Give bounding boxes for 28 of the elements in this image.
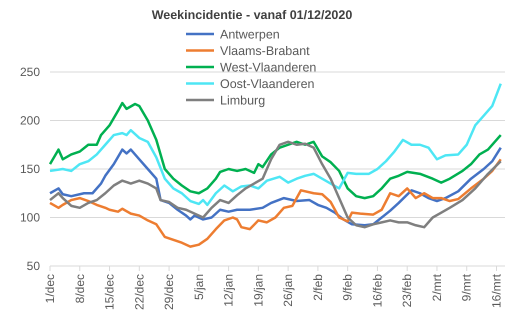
y-tick-label: 50 — [26, 259, 40, 273]
x-tick-label: 22/dec — [132, 274, 146, 310]
x-tick-label: 8/dec — [72, 274, 87, 304]
y-tick-label: 200 — [20, 114, 40, 128]
x-tick-label: 16/feb — [370, 274, 384, 308]
x-tick-label: 5/jan — [192, 274, 206, 300]
legend-label: Vlaams-Brabant — [220, 44, 310, 58]
x-tick-label: 2/mrt — [430, 273, 444, 302]
x-tick-label: 16/mrt — [489, 273, 504, 308]
legend-label: Limburg — [220, 94, 266, 108]
x-tick-label: 29/dec — [162, 274, 176, 310]
y-tick-label: 250 — [20, 65, 40, 79]
legend-label: Antwerpen — [220, 28, 280, 42]
x-tick-label: 15/dec — [102, 274, 117, 310]
x-tick-label: 26/jan — [281, 274, 296, 307]
y-tick-label: 150 — [20, 162, 40, 176]
x-tick-label: 9/mrt — [460, 273, 474, 302]
line-series — [48, 158, 502, 248]
chart-title: Weekincidentie - vanaf 01/12/2020 — [152, 8, 352, 22]
legend-label: Oost-Vlaanderen — [220, 77, 315, 91]
x-tick-label: 19/jan — [251, 274, 266, 307]
legend-label: West-Vlaanderen — [220, 60, 316, 74]
y-tick-label: 100 — [20, 210, 40, 224]
x-tick-label: 1/dec — [43, 274, 57, 304]
x-tick-label: 2/feb — [310, 274, 325, 301]
x-tick-label: 23/feb — [400, 274, 414, 308]
x-tick-label: 9/feb — [340, 274, 355, 301]
x-tick-label: 12/jan — [222, 274, 236, 307]
